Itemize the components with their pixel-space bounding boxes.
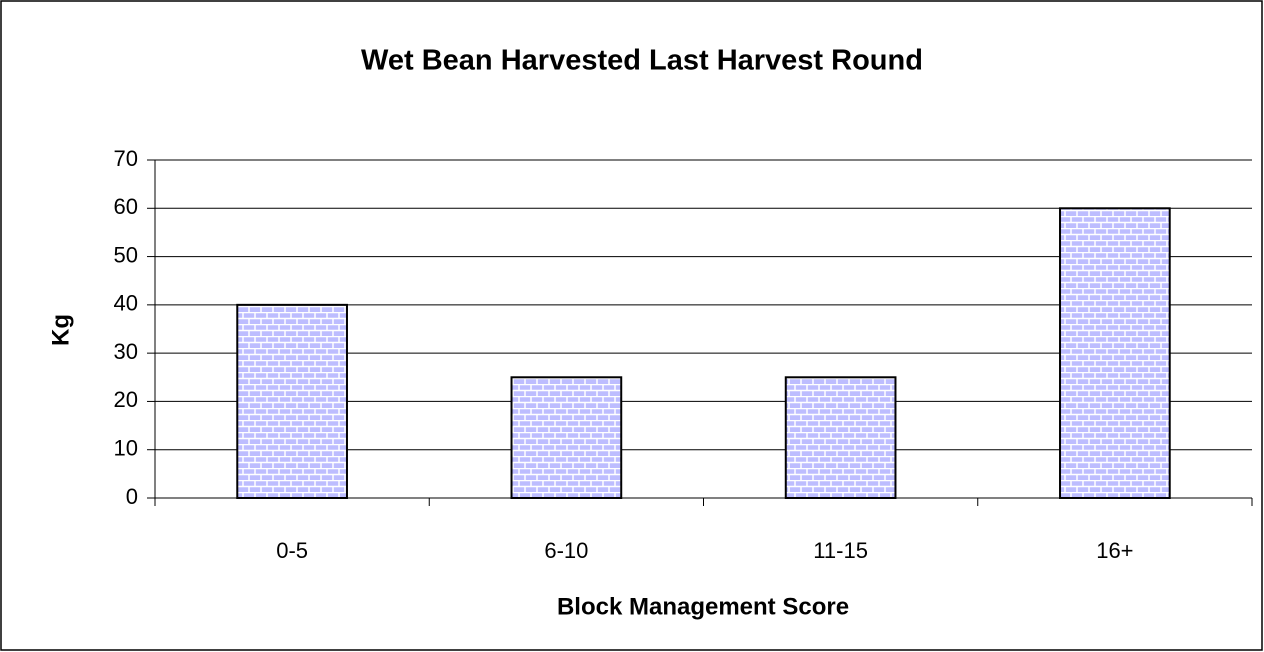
y-tick-label: 20 [114,387,138,412]
y-axis-label: Kg [47,314,74,346]
x-tick-label: 11-15 [813,538,868,563]
y-tick-label: 30 [114,339,138,364]
y-tick-label: 70 [114,146,138,171]
y-tick-label: 60 [114,194,138,219]
chart-title: Wet Bean Harvested Last Harvest Round [361,45,923,77]
bar [236,303,348,499]
y-tick-label: 50 [114,242,138,267]
x-tick-label: 0-5 [276,538,308,563]
y-tick-label: 10 [114,436,138,461]
x-axis-label: Block Management Score [557,593,849,620]
bar [784,376,897,499]
x-tick-label: 6-10 [544,538,588,563]
bar [510,376,623,499]
x-tick-label: 16+ [1096,538,1133,563]
bar [1059,207,1171,500]
y-tick-label: 0 [126,484,138,509]
y-tick-label: 40 [114,291,138,316]
